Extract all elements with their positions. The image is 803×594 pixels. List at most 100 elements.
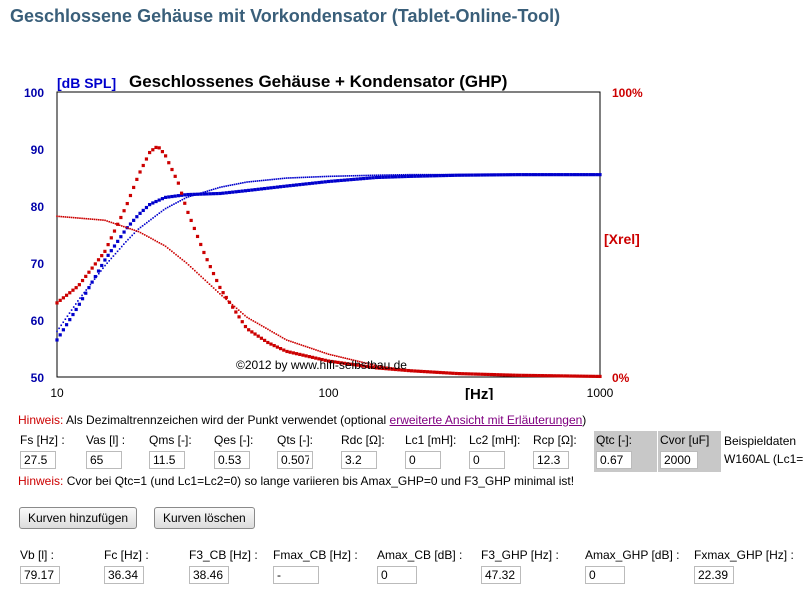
series-point [218, 285, 222, 290]
series-point [240, 320, 244, 324]
series-point [77, 283, 81, 287]
series-point [196, 193, 198, 196]
series-point [532, 374, 534, 377]
series-point [354, 174, 357, 177]
series-point [386, 174, 388, 176]
series-point [275, 345, 279, 349]
series-point [143, 234, 146, 236]
series-point [382, 174, 384, 176]
series-point [292, 341, 294, 343]
series-point [363, 174, 365, 177]
series-point [148, 236, 150, 238]
series-point [141, 232, 144, 235]
series-point [597, 173, 599, 176]
series-point [128, 222, 133, 226]
extended-view-link[interactable]: erweiterte Ansicht mit Erläuterungen [389, 413, 583, 427]
series-point [486, 372, 490, 377]
series-point [407, 369, 409, 372]
series-point [547, 173, 551, 177]
series-point [498, 173, 501, 176]
series-point [505, 374, 507, 376]
series-point [450, 173, 453, 176]
input-field[interactable] [86, 451, 122, 469]
y2-tick-label: 0% [612, 371, 630, 385]
series-point [521, 173, 524, 176]
series-point [250, 318, 253, 321]
series-point [208, 192, 212, 196]
series-point [392, 367, 395, 369]
input-label: Lc1 [mH]: [405, 433, 457, 447]
input-field[interactable] [341, 451, 377, 469]
series-point [93, 278, 96, 280]
series-point [333, 179, 337, 183]
y2-tick-label: 100% [612, 86, 643, 100]
series-point [179, 257, 182, 259]
series-point [119, 215, 123, 220]
input-field[interactable] [660, 451, 698, 469]
series-point [308, 176, 311, 178]
series-point [74, 307, 78, 312]
series-point [413, 370, 415, 372]
series-point [346, 178, 350, 182]
series-point [116, 250, 119, 253]
series-point [576, 375, 578, 377]
series-point [532, 173, 534, 176]
series-point [58, 333, 62, 337]
series-point [282, 184, 286, 188]
series-point [388, 366, 390, 369]
series-point [294, 183, 299, 187]
series-point [160, 197, 165, 201]
series-point [75, 303, 77, 305]
series-point [463, 372, 466, 375]
series-point [419, 174, 423, 178]
series-point [64, 323, 69, 327]
series-point [569, 173, 572, 176]
series-point [61, 328, 65, 332]
series-point [250, 330, 254, 334]
series-point [74, 286, 78, 290]
series-point [199, 192, 203, 196]
series-point [534, 173, 537, 176]
series-point [294, 176, 296, 179]
series-point [114, 223, 117, 225]
series-point [362, 364, 366, 368]
series-point [164, 207, 167, 210]
series-point [260, 179, 263, 182]
series-point [546, 173, 549, 176]
series-point [55, 301, 59, 305]
series-point [97, 272, 100, 275]
x-tick-label: 1000 [587, 386, 614, 400]
series-point [584, 173, 587, 176]
series-point [559, 173, 562, 176]
input-field[interactable] [20, 451, 56, 469]
add-curves-button[interactable]: Kurven hinzufügen [19, 507, 138, 529]
input-label: Cvor [uF] [660, 433, 710, 447]
series-point [595, 374, 599, 378]
input-field[interactable] [214, 451, 250, 469]
series-point [237, 182, 240, 185]
series-point [595, 173, 597, 176]
series-point [218, 191, 222, 196]
series-point [342, 356, 344, 359]
series-point [77, 300, 79, 302]
series-point [285, 184, 289, 188]
input-field[interactable] [469, 451, 505, 469]
output-field [585, 566, 625, 584]
series-point [127, 238, 129, 241]
series-point [162, 209, 165, 211]
series-point [285, 349, 289, 354]
input-field[interactable] [149, 451, 185, 469]
series-point [427, 173, 430, 176]
input-field[interactable] [405, 451, 441, 469]
input-field[interactable] [533, 451, 569, 469]
series-point [91, 218, 94, 221]
series-point [281, 177, 284, 180]
input-field[interactable] [596, 451, 632, 469]
series-point [438, 173, 440, 176]
input-field[interactable] [277, 451, 313, 469]
series-point [336, 355, 338, 357]
clear-curves-button[interactable]: Kurven löschen [154, 507, 255, 529]
series-point [515, 173, 518, 176]
series-point [118, 248, 121, 250]
series-point [592, 173, 595, 176]
